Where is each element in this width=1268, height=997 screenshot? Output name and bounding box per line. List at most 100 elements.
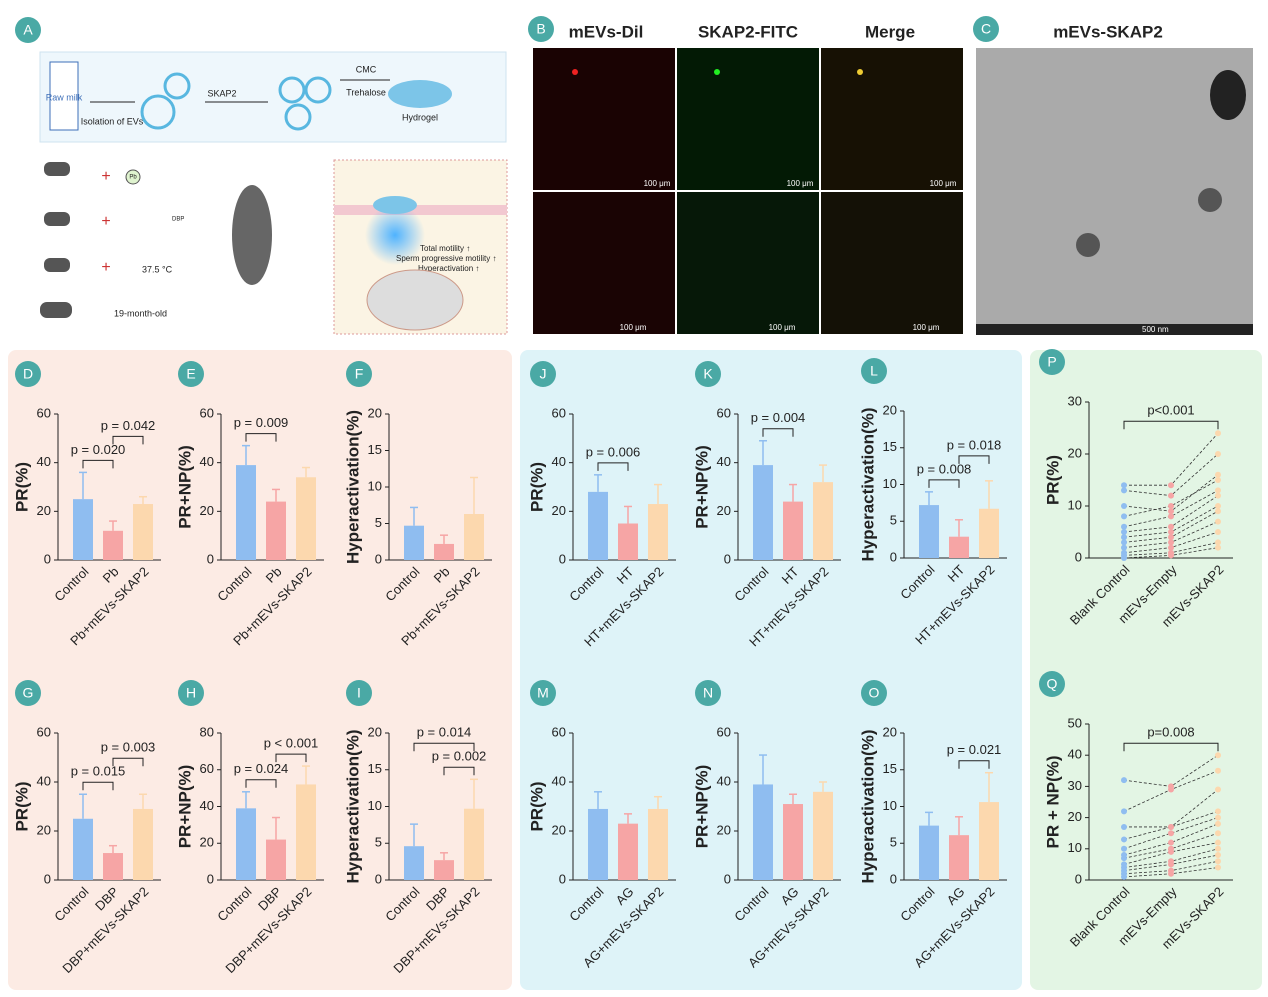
point [1168,513,1174,520]
panel-letter: B [536,21,545,37]
plus: + [101,259,110,276]
debris [1210,70,1246,120]
significance-bracket [413,742,475,752]
scale-bar: 100 μm [644,179,671,188]
p-value: p<0.001 [1147,403,1194,418]
y-tick-label: 5 [890,835,897,850]
panel-letter: Q [1047,676,1058,692]
y-axis-label: PR(%) [1043,455,1062,505]
point [1215,487,1221,494]
y-axis-label: PR(%) [12,462,31,512]
panel-badge [178,361,204,387]
panel-badge [973,16,999,42]
step-label: Hydrogel [402,112,438,122]
point [1215,430,1221,437]
y-tick-label: 60 [37,405,51,420]
image [821,192,963,334]
bar [404,525,424,560]
panel-letter: I [357,685,361,701]
bar [266,501,286,560]
p-value: p = 0.009 [234,415,289,430]
milk-carton [49,61,79,131]
signal [857,69,863,75]
y-tick-label: 40 [200,798,214,813]
panel-badge [1039,671,1065,697]
paired-line [1123,817,1219,850]
point [1215,808,1221,815]
bar [618,823,638,880]
y-tick-label: 0 [724,551,731,566]
y-axis-label: Hyperactivation(%) [343,730,362,884]
significance-bracket [245,779,277,788]
y-tick-label: 40 [37,773,51,788]
mouse-body [232,185,272,285]
column-title: mEVs-Dil [569,22,644,41]
y-tick-label: 20 [368,405,382,420]
y-tick-label: 5 [890,513,897,528]
p-value: p = 0.021 [947,742,1002,757]
significance-bracket [597,462,629,471]
mouse [44,212,70,226]
scale-bar: 500 nm [1142,325,1169,334]
vesicle [140,94,176,130]
point [1215,539,1221,546]
footer-bar [976,324,1253,335]
plus: + [101,213,110,230]
y-tick-label: 40 [552,773,566,788]
point [1121,539,1127,546]
panel-letter: P [1047,354,1056,370]
paired-line [1123,823,1219,856]
vesicle [304,76,332,104]
y-tick-label: 30 [1068,778,1082,793]
vesicle [278,76,306,104]
panel-badge [15,17,41,43]
y-tick-label: 20 [1068,809,1082,824]
y-tick-label: 15 [368,761,382,776]
y-tick-label: 60 [200,405,214,420]
panel-badge [530,361,556,387]
y-tick-label: 40 [200,454,214,469]
mouse [44,258,70,272]
y-tick-label: 20 [200,503,214,518]
panel-badge [1039,349,1065,375]
significance-bracket [1123,742,1219,752]
y-tick-label: 20 [37,822,51,837]
y-axis-label: Hyperactivation(%) [858,730,877,884]
y-tick-label: 20 [1068,445,1082,460]
schematic: A Raw milk Isolation of EVs SKAP2 CMC Tr… [15,17,508,335]
bar [73,818,93,880]
point [1168,552,1174,559]
y-tick-label: 20 [552,503,566,518]
y-tick-label: 60 [717,405,731,420]
panel-bg [1030,350,1262,990]
panel-letter: N [703,685,713,701]
y-tick-label: 0 [1075,549,1082,564]
significance-bracket [958,760,990,769]
bar [783,501,803,560]
milk-label: Raw milk [46,92,83,102]
y-tick-label: 20 [200,835,214,850]
step-label: CMC [356,64,377,74]
panel-badge [346,361,372,387]
point [1215,518,1221,525]
column-title: Merge [865,22,915,41]
y-axis-label: PR(%) [527,781,546,831]
y-tick-label: 40 [1068,747,1082,762]
bar [236,465,256,560]
point [1215,544,1221,551]
heat-label: 37.5 °C [142,264,173,274]
point [1168,870,1174,877]
point [1168,839,1174,846]
mouse [44,162,70,176]
p-value: p = 0.020 [71,442,126,457]
y-tick-label: 40 [717,773,731,788]
point [1168,786,1174,793]
panel-badge [695,680,721,706]
significance-bracket [112,757,144,767]
significance-bracket [762,428,794,437]
bar [464,808,484,880]
testis [366,269,464,331]
point [1121,523,1127,530]
panel-badge [528,16,554,42]
y-tick-label: 10 [883,476,897,491]
